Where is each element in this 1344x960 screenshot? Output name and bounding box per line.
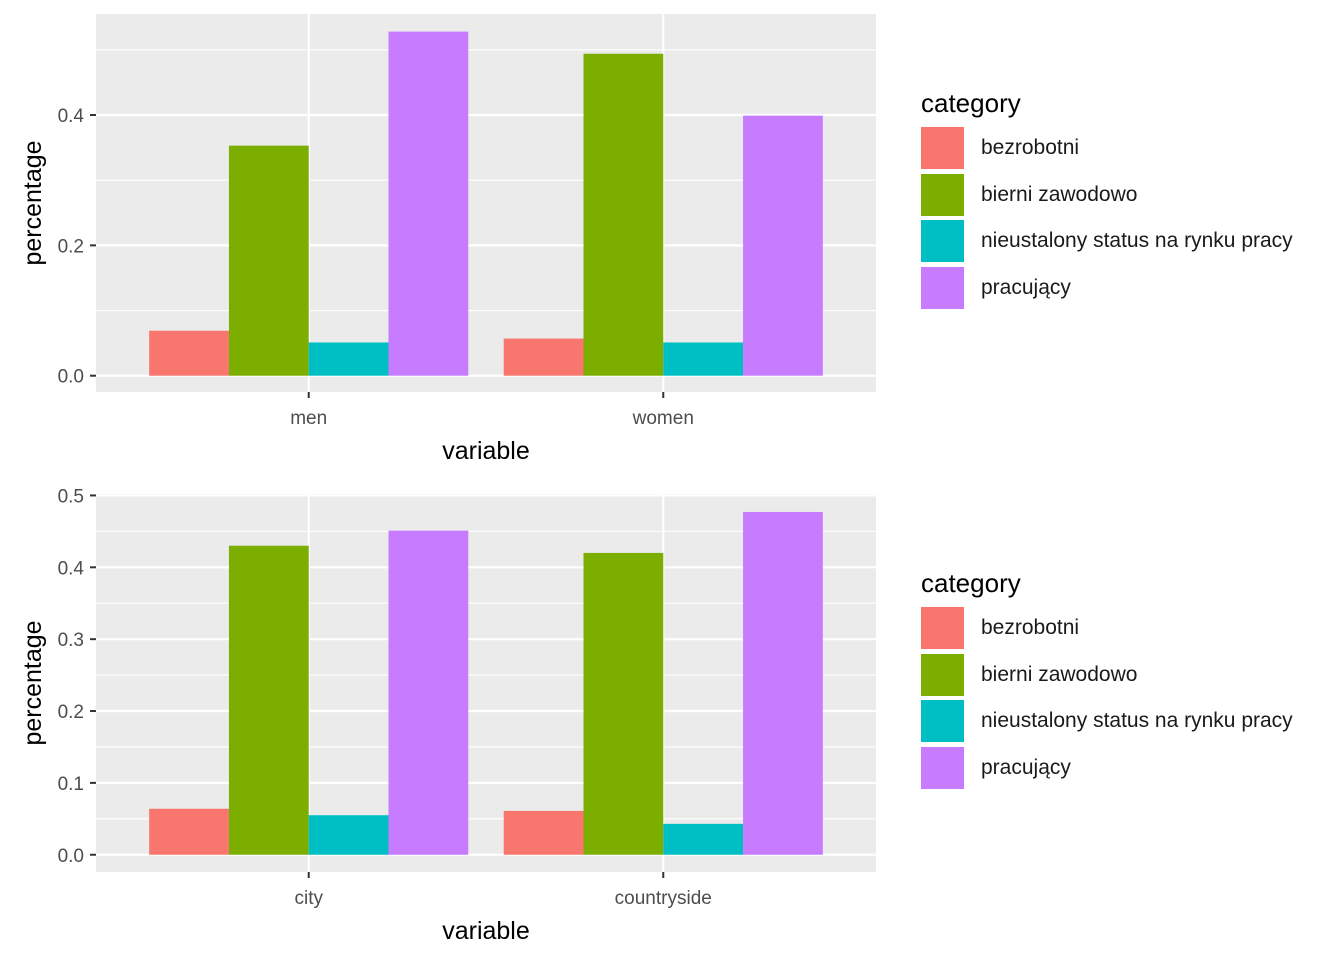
y-tick-label: 0.4	[58, 558, 85, 579]
bar	[743, 115, 823, 376]
legend-panel-2: category bezrobotni bierni zawodowo nieu…	[921, 568, 1293, 791]
legend-title: category	[921, 568, 1021, 598]
legend-item-bierni-zawodowo: bierni zawodowo	[921, 652, 1293, 699]
y-axis-title: percentage	[19, 620, 47, 745]
legend-key-pracujacy	[921, 266, 964, 309]
y-tick-label: 0.5	[58, 486, 84, 507]
legend-key-bierni-zawodowo	[921, 173, 964, 216]
bar	[583, 552, 664, 855]
legend-label: bierni zawodowo	[981, 182, 1138, 206]
plot-panel-2: 0.0 0.1 0.2 0.3 0.4 0.5 city countryside variabl…	[19, 486, 876, 945]
bar	[149, 808, 229, 855]
legend-key-nieustalony-status	[921, 220, 964, 263]
bar	[388, 31, 469, 376]
y-tick-label: 0.2	[58, 236, 84, 257]
legend-title: category	[921, 88, 1021, 118]
legend-key-bezrobotni	[921, 127, 964, 170]
legend-key-bierni-zawodowo	[921, 653, 964, 696]
y-tick-label: 0.4	[58, 106, 85, 127]
y-axis-title: percentage	[19, 140, 47, 265]
bar	[388, 530, 469, 855]
x-tick-label: women	[632, 408, 694, 429]
x-tick-label: men	[290, 408, 327, 429]
y-tick-label: 0.1	[58, 774, 84, 795]
legend-item-pracujacy: pracujący	[921, 265, 1293, 312]
legend-item-bierni-zawodowo: bierni zawodowo	[921, 172, 1293, 219]
bar	[663, 823, 744, 855]
bar	[228, 545, 309, 855]
legend-label: pracujący	[981, 755, 1071, 779]
x-axis-title: variable	[442, 437, 530, 465]
legend-key-nieustalony-status	[921, 700, 964, 743]
bar	[228, 145, 309, 376]
y-tick-label: 0.3	[58, 630, 84, 651]
legend-key-pracujacy	[921, 746, 964, 789]
legend-label: pracujący	[981, 275, 1071, 299]
bar	[743, 511, 823, 855]
y-tick-label: 0.2	[58, 702, 84, 723]
legend-panel-1: category bezrobotni bierni zawodowo nieu…	[921, 88, 1293, 311]
bar	[308, 342, 389, 376]
legend-key-bezrobotni	[921, 607, 964, 650]
bar	[583, 53, 664, 376]
x-tick-label: city	[294, 888, 323, 909]
legend-label: nieustalony status na rynku pracy	[981, 229, 1293, 253]
plot-panel-1: 0.0 0.2 0.4 men women variable percentage	[19, 14, 876, 465]
legend-item-nieustalony-status: nieustalony status na rynku pracy	[921, 218, 1293, 265]
legend-label: bierni zawodowo	[981, 662, 1138, 686]
legend-label: bezrobotni	[981, 136, 1080, 160]
legend-item-bezrobotni: bezrobotni	[921, 605, 1293, 652]
y-tick-label: 0.0	[58, 367, 84, 388]
legend-label: nieustalony status na rynku pracy	[981, 709, 1293, 733]
bar	[149, 330, 229, 376]
legend-label: bezrobotni	[981, 616, 1080, 640]
x-tick-label: countryside	[615, 888, 712, 909]
legend-item-pracujacy: pracujący	[921, 745, 1293, 792]
x-axis-title: variable	[442, 917, 530, 945]
bar	[308, 815, 389, 855]
bar	[663, 342, 744, 376]
bar	[503, 810, 584, 855]
y-tick-label: 0.0	[58, 846, 84, 867]
bar	[503, 338, 584, 376]
legend-item-bezrobotni: bezrobotni	[921, 125, 1293, 172]
legend-item-nieustalony-status: nieustalony status na rynku pracy	[921, 698, 1293, 745]
